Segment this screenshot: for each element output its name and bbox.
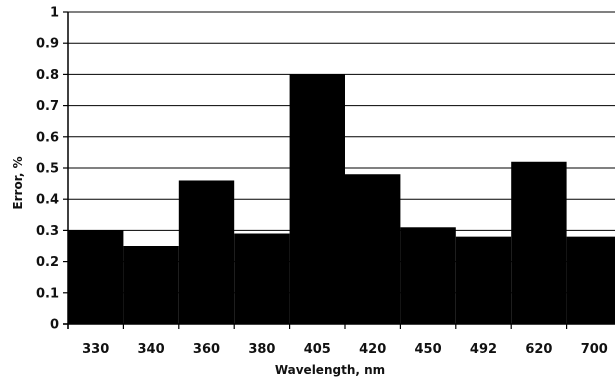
bar-700 [566, 236, 615, 324]
x-tick-label: 492 [470, 342, 497, 357]
bar-492 [455, 236, 512, 324]
bar-405 [289, 74, 345, 325]
bar-380 [234, 233, 290, 324]
bar-620 [511, 161, 567, 324]
x-tick-label: 405 [304, 342, 331, 357]
y-tick-label: 0.8 [36, 68, 59, 83]
x-tick-label: 340 [138, 342, 165, 357]
y-tick-label: 0.2 [36, 255, 59, 270]
bar-330 [68, 230, 124, 324]
x-tick-label: 380 [248, 342, 275, 357]
y-axis-title: Error, % [11, 156, 25, 209]
bar-450 [400, 227, 456, 324]
bar-420 [345, 174, 401, 324]
bar-340 [123, 246, 179, 324]
x-tick-label: 450 [415, 342, 442, 357]
x-tick-label: 700 [581, 342, 608, 357]
x-tick-label: 420 [359, 342, 386, 357]
y-tick-label: 0.1 [36, 286, 59, 301]
bar-360 [178, 180, 235, 324]
bar-layer [68, 74, 615, 325]
y-tick-label: 0.6 [36, 130, 59, 145]
x-axis-title: Wavelength, nm [275, 363, 385, 377]
y-tick-label: 0 [50, 318, 59, 333]
x-tick-label: 620 [525, 342, 552, 357]
y-tick-label: 0.9 [36, 37, 59, 52]
y-tick-label: 1 [50, 6, 59, 21]
y-tick-label: 0.5 [36, 162, 59, 177]
axis-layer: 0 0.1 0.2 0.3 0.4 0.5 0.6 0.7 0.8 0.9 1 330 340 360 38… [36, 6, 615, 357]
y-tick-label: 0.7 [36, 99, 59, 114]
y-tick-label: 0.3 [36, 224, 59, 239]
x-tick-label: 330 [82, 342, 109, 357]
y-tick-label: 0.4 [36, 193, 59, 208]
x-tick-label: 360 [193, 342, 220, 357]
